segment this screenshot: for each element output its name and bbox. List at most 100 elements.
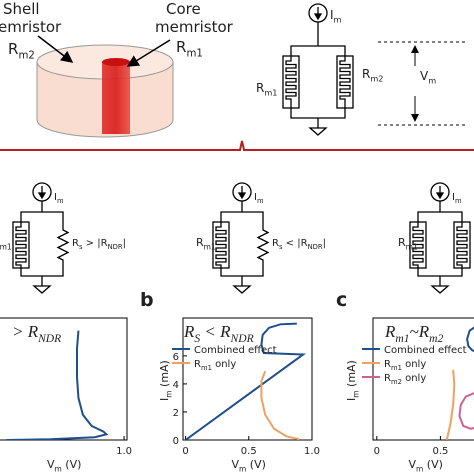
text-run: R xyxy=(196,236,204,249)
source-label: Im xyxy=(330,8,342,25)
text-run: ~R xyxy=(410,322,430,341)
x-tick-label: 0.5 xyxy=(432,446,448,457)
subscript: NDR xyxy=(230,332,254,345)
text-run: R xyxy=(256,81,264,95)
curve xyxy=(260,370,300,440)
subscript: m1 xyxy=(395,332,409,345)
core-label: Core xyxy=(166,0,201,18)
subscript: m xyxy=(428,76,436,86)
subscript: m1 xyxy=(186,49,202,60)
subscript: m1 xyxy=(201,364,212,372)
chart-title: > RNDR xyxy=(12,322,61,345)
core-label: memristor xyxy=(155,18,234,36)
subscript: m2 xyxy=(391,378,402,386)
curve xyxy=(466,326,474,352)
text-run: R xyxy=(398,236,406,249)
panel-letter: b xyxy=(140,289,154,311)
shell-label: emristor xyxy=(0,18,62,36)
text-run: (V) xyxy=(423,458,443,471)
x-tick-label: 1.0 xyxy=(304,446,320,457)
memristor-meander xyxy=(412,222,424,268)
subscript: m xyxy=(455,197,462,205)
text-run: R xyxy=(8,40,18,58)
text-run: (mA) xyxy=(158,360,171,390)
memristor-meander xyxy=(339,56,351,108)
text-run: I xyxy=(452,192,455,203)
subscript: m xyxy=(57,197,64,205)
text-run: | xyxy=(323,238,326,249)
text-run: > |R xyxy=(83,238,108,249)
memristor-label: Rm1 xyxy=(0,236,12,251)
separator xyxy=(0,140,474,151)
source-arrowhead xyxy=(237,192,247,200)
subscript: m xyxy=(239,464,246,473)
subscript: m1 xyxy=(204,242,216,251)
text-run: R xyxy=(176,38,186,56)
text-run: Combined effect xyxy=(194,345,277,356)
text-run: only xyxy=(402,359,426,370)
text-run: (mA) xyxy=(345,360,358,390)
x-tick-label: 0.5 xyxy=(241,446,257,457)
wire xyxy=(20,201,64,286)
panel-letter: c xyxy=(336,289,347,311)
subscript: m1 xyxy=(406,242,418,251)
text-run: R xyxy=(272,238,279,249)
curve xyxy=(184,322,307,440)
resistor-label: Rs > |RNDR| xyxy=(72,238,126,251)
source-label: Im xyxy=(452,192,462,205)
source-label: Im xyxy=(254,192,264,205)
subscript: m2 xyxy=(370,74,383,84)
resistor xyxy=(56,222,70,268)
y-tick-label: 4 xyxy=(173,380,179,391)
text-run: R xyxy=(194,359,201,370)
arrow xyxy=(37,35,74,63)
x-tick-label: 1.0 xyxy=(116,446,132,457)
subscript: m2 xyxy=(429,332,443,345)
y-tick-label: 0 xyxy=(173,436,179,447)
plot-frame xyxy=(372,317,474,441)
text-run: V xyxy=(409,458,417,471)
subscript: NDR xyxy=(308,243,323,251)
subscript: m1 xyxy=(264,88,277,98)
text-run: R xyxy=(384,359,391,370)
legend-label: Rm2 only xyxy=(384,373,426,386)
text-run: I xyxy=(54,192,57,203)
text-run: < |R xyxy=(283,238,308,249)
ground xyxy=(32,285,52,294)
text-run: R xyxy=(72,238,79,249)
x-axis-label: Vm (V) xyxy=(409,458,443,473)
core-symbol: Rm1 xyxy=(176,38,203,60)
legend-label: Rm1 only xyxy=(384,359,426,372)
text-run: V xyxy=(47,458,55,471)
resistor xyxy=(256,222,270,268)
text-run: I xyxy=(158,398,171,401)
memristor-label: Rm1 xyxy=(256,81,277,98)
text-run: | xyxy=(123,238,126,249)
text-run: V xyxy=(420,69,429,83)
y-axis-label: Im (mA) xyxy=(345,360,360,401)
text-run: (V) xyxy=(246,458,266,471)
ground xyxy=(232,285,252,294)
subscript: s xyxy=(79,243,83,251)
subscript: m xyxy=(416,464,423,473)
source-label: Im xyxy=(54,192,64,205)
wire xyxy=(417,201,463,286)
plot-frame xyxy=(0,317,128,441)
y-tick-label: 6 xyxy=(173,352,179,363)
text-run: I xyxy=(330,8,334,22)
text-run: I xyxy=(345,398,358,401)
curve xyxy=(458,392,474,430)
text-run: V xyxy=(232,458,240,471)
memristor-label: Rm1 xyxy=(196,236,216,251)
chart-title: RS < RNDR xyxy=(183,322,254,345)
shell-label: Shell xyxy=(3,0,40,18)
x-tick-label: 0 xyxy=(374,446,380,457)
curve xyxy=(6,330,109,440)
subscript: NDR xyxy=(108,243,123,251)
subscript: m xyxy=(164,390,173,397)
cylinder xyxy=(36,44,174,138)
subscript: m xyxy=(257,197,264,205)
text-run: > R xyxy=(12,322,39,341)
